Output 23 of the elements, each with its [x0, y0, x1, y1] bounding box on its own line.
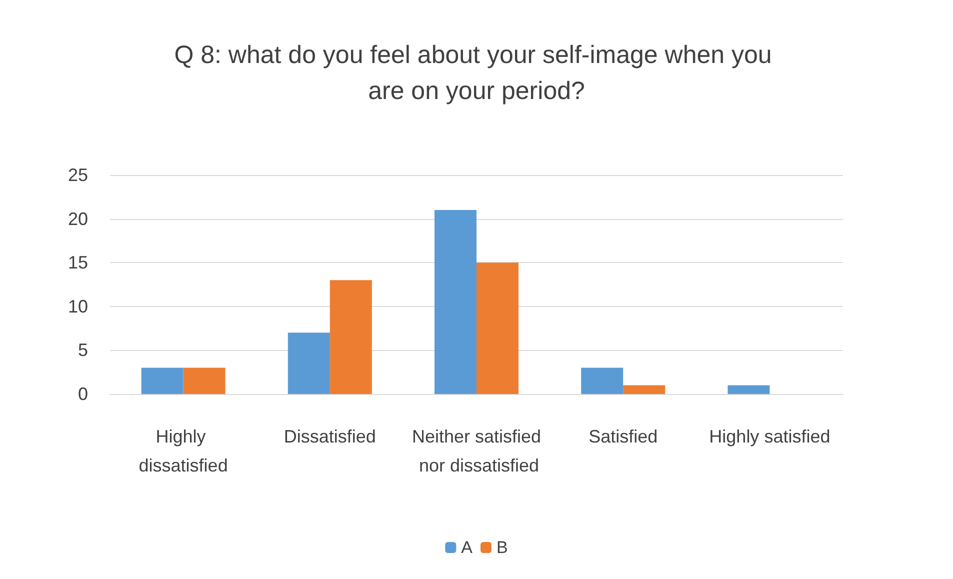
bar — [141, 368, 184, 394]
bar — [288, 332, 330, 394]
bar — [728, 385, 770, 394]
bar — [330, 280, 372, 394]
legend-label: A — [461, 538, 474, 557]
x-tick-label: Highly satisfied — [709, 426, 830, 446]
bar — [434, 210, 476, 394]
bar — [476, 262, 518, 394]
bar — [581, 368, 624, 394]
y-tick-label: 5 — [78, 340, 88, 360]
x-tick-label: Dissatisfied — [284, 426, 376, 446]
y-tick-label: 15 — [68, 252, 88, 273]
x-tick-label: Satisfied — [588, 426, 658, 446]
y-tick-label: 0 — [78, 384, 88, 404]
bar — [623, 385, 666, 394]
y-tick-label: 20 — [68, 208, 88, 229]
legend-label: B — [496, 538, 508, 557]
y-tick-label: 25 — [68, 165, 88, 185]
x-tick-label: Highly dissatisfied — [138, 426, 228, 476]
bar — [183, 368, 226, 394]
chart-title: Q 8: what do you feel about your self-image when you are on your period? — [174, 41, 779, 105]
y-tick-label: 10 — [68, 296, 88, 316]
x-tick-label: Neither satisfied nor dissatisfied — [412, 426, 542, 476]
